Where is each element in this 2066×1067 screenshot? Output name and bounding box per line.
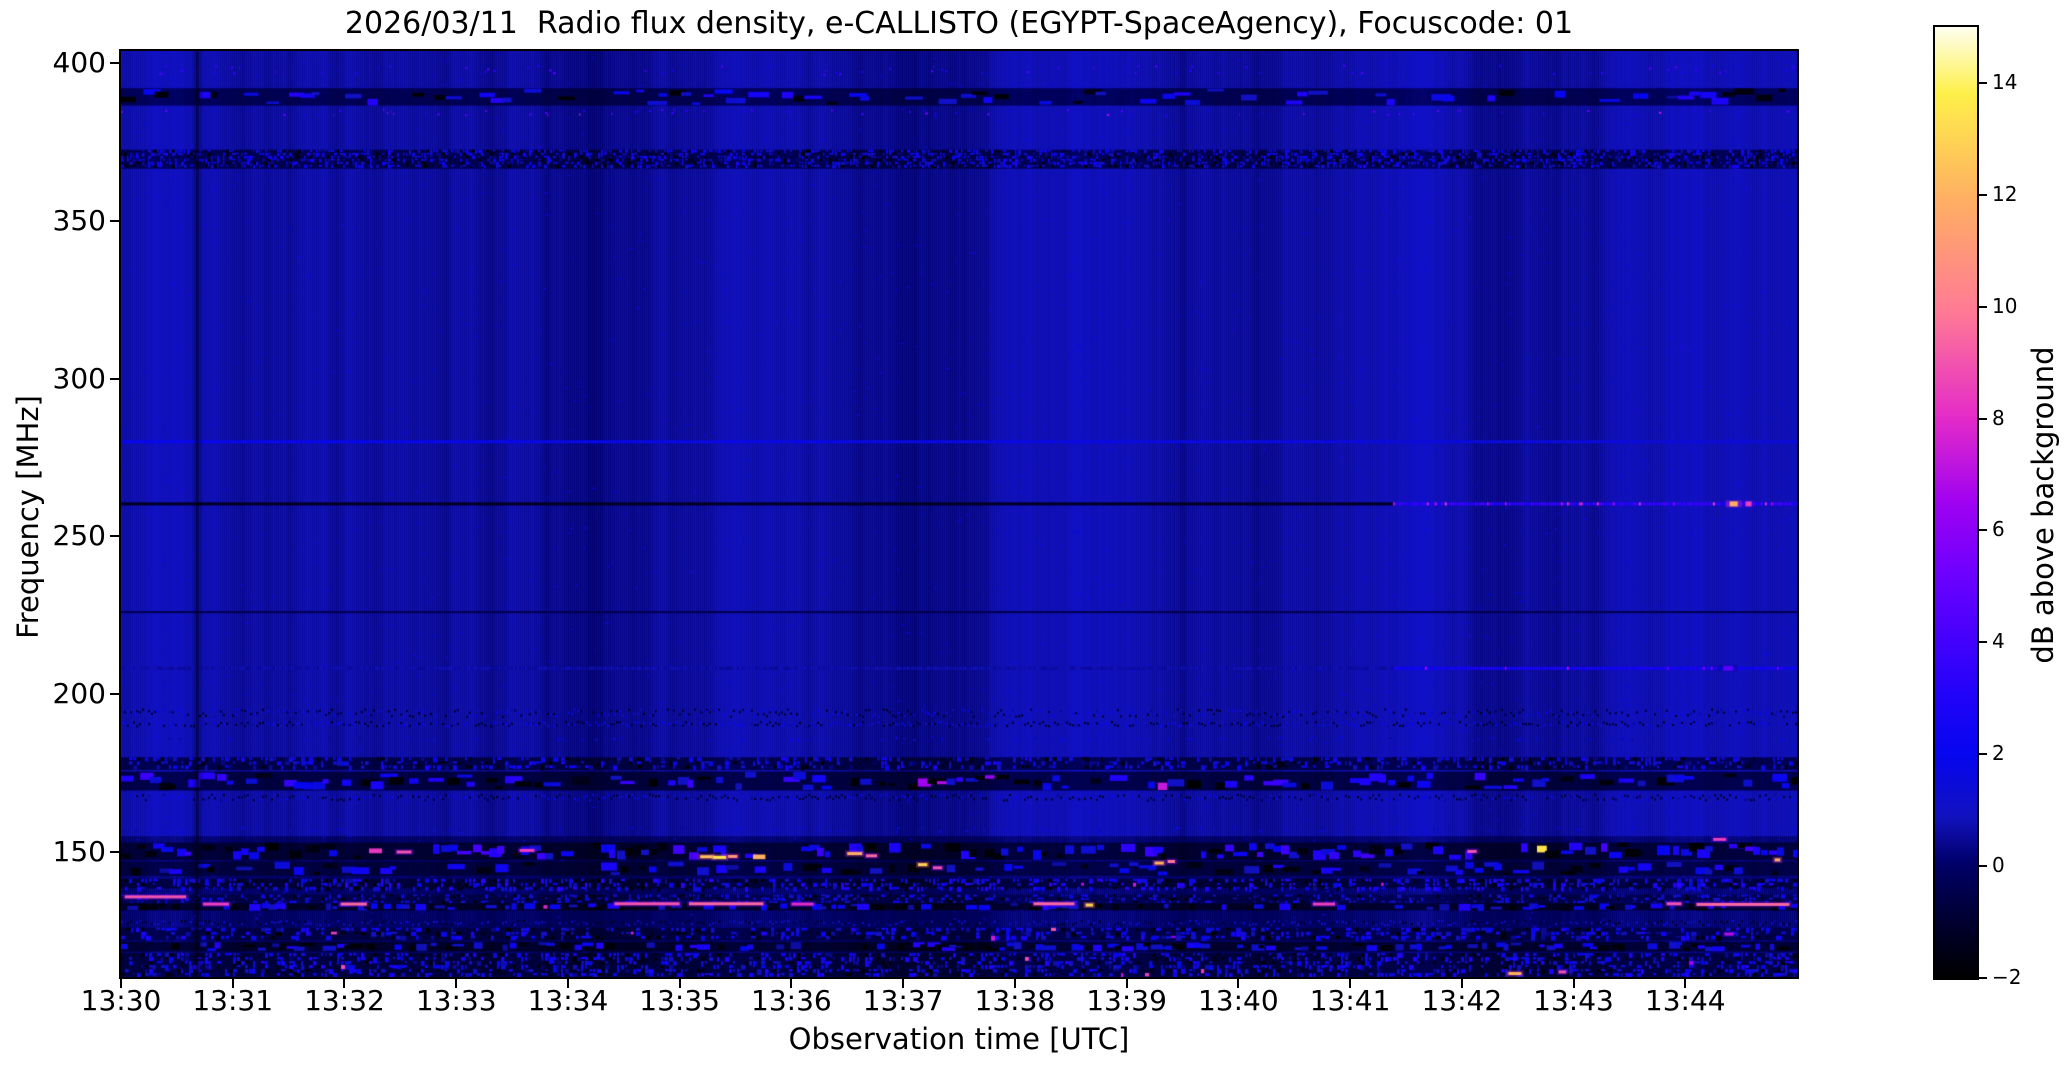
y-tick-mark bbox=[110, 693, 119, 696]
y-tick-label: 200 bbox=[52, 677, 106, 711]
y-tick-mark bbox=[110, 377, 119, 380]
y-tick-label: 300 bbox=[52, 361, 106, 395]
colorbar-tick-mark bbox=[1979, 417, 1987, 420]
chart-title: 2026/03/11 Radio flux density, e-CALLIST… bbox=[344, 6, 1574, 41]
colorbar-tick-label: 8 bbox=[1992, 405, 2005, 430]
x-axis-label: Observation time [UTC] bbox=[788, 1022, 1130, 1056]
colorbar-tick-mark bbox=[1979, 977, 1987, 979]
colorbar-canvas bbox=[1935, 27, 1977, 978]
colorbar-tick-label: 0 bbox=[1992, 853, 2005, 878]
x-tick-label: 13:39 bbox=[1086, 984, 1167, 1017]
x-tick-label: 13:32 bbox=[304, 984, 385, 1017]
colorbar-tick-mark bbox=[1979, 641, 1987, 644]
x-tick-label: 13:40 bbox=[1197, 984, 1279, 1017]
x-tick-label: 13:38 bbox=[974, 984, 1056, 1017]
x-tick-label: 13:37 bbox=[862, 984, 944, 1017]
colorbar-tick-mark bbox=[1979, 81, 1987, 84]
colorbar-tick-label: −2 bbox=[1992, 965, 2022, 989]
x-tick-mark bbox=[790, 979, 793, 988]
x-tick-mark bbox=[678, 979, 681, 988]
colorbar-tick-mark bbox=[1979, 865, 1987, 868]
x-tick-mark bbox=[1460, 979, 1463, 988]
plot-area-border bbox=[119, 49, 1799, 979]
x-tick-mark bbox=[231, 979, 234, 988]
colorbar-tick-label: 2 bbox=[1992, 741, 2005, 766]
colorbar-tick-label: 14 bbox=[1992, 69, 2018, 94]
y-tick-label: 150 bbox=[52, 835, 106, 869]
colorbar-tick-label: 10 bbox=[1992, 293, 2018, 318]
y-tick-label: 250 bbox=[52, 519, 106, 553]
x-tick-label: 13:33 bbox=[415, 984, 497, 1017]
colorbar-tick-mark bbox=[1979, 529, 1987, 532]
x-tick-label: 13:42 bbox=[1421, 984, 1503, 1017]
x-tick-mark bbox=[902, 979, 905, 988]
x-tick-mark bbox=[1572, 979, 1575, 988]
x-tick-label: 13:35 bbox=[639, 984, 720, 1017]
colorbar-tick-mark bbox=[1979, 305, 1987, 308]
colorbar-tick-mark bbox=[1979, 193, 1987, 196]
x-tick-label: 13:41 bbox=[1309, 984, 1391, 1017]
colorbar-label: dB above background bbox=[2026, 346, 2060, 664]
x-tick-label: 13:30 bbox=[80, 984, 162, 1017]
y-tick-label: 400 bbox=[52, 45, 106, 79]
x-tick-mark bbox=[1349, 979, 1352, 988]
colorbar-border bbox=[1933, 25, 1979, 980]
x-tick-label: 13:43 bbox=[1533, 984, 1614, 1017]
x-tick-mark bbox=[120, 979, 122, 988]
colorbar-tick-label: 12 bbox=[1992, 181, 2018, 206]
x-tick-label: 13:31 bbox=[192, 984, 274, 1017]
x-tick-label: 13:44 bbox=[1644, 984, 1726, 1017]
y-tick-mark bbox=[110, 851, 119, 854]
colorbar-tick-label: 6 bbox=[1992, 517, 2005, 542]
colorbar-tick-label: 4 bbox=[1992, 629, 2005, 654]
y-tick-mark bbox=[110, 61, 119, 64]
spectrogram-canvas bbox=[121, 51, 1797, 977]
y-tick-mark bbox=[110, 219, 119, 222]
y-tick-label: 350 bbox=[52, 203, 106, 237]
x-tick-mark bbox=[566, 979, 569, 988]
y-tick-mark bbox=[110, 535, 119, 538]
x-tick-mark bbox=[1684, 979, 1687, 988]
x-tick-label: 13:36 bbox=[751, 984, 832, 1017]
x-tick-label: 13:34 bbox=[527, 984, 609, 1017]
x-tick-mark bbox=[1125, 979, 1128, 988]
colorbar-tick-mark bbox=[1979, 753, 1987, 756]
x-tick-mark bbox=[1237, 979, 1240, 988]
x-tick-mark bbox=[343, 979, 346, 988]
x-tick-mark bbox=[455, 979, 458, 988]
x-tick-mark bbox=[1013, 979, 1016, 988]
